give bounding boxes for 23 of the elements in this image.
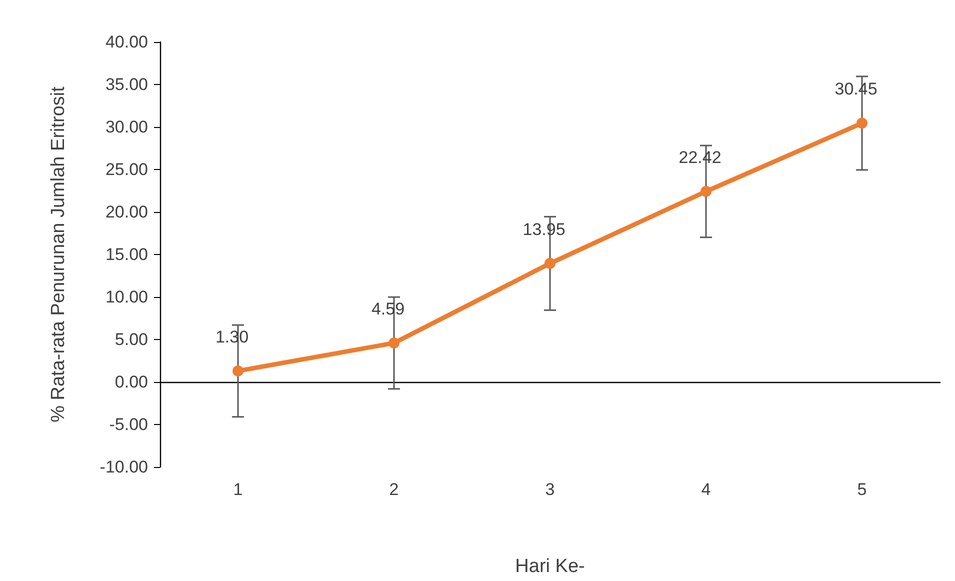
y-tick-label: -5.00: [109, 415, 148, 434]
x-axis-title: Hari Ke-: [515, 556, 585, 577]
x-tick-label: 1: [233, 480, 243, 499]
y-tick-label: 40.00: [105, 32, 148, 52]
y-tick-label: 35.00: [105, 75, 148, 94]
y-tick-label: 20.00: [105, 202, 148, 222]
x-tick-label: 3: [545, 480, 555, 499]
y-tick-label: 25.00: [105, 160, 148, 179]
y-tick-label: 5.00: [114, 330, 148, 349]
y-tick-label: 10.00: [105, 288, 148, 306]
y-tick-label: 0.00: [114, 372, 148, 392]
x-tick-label: 2: [389, 480, 399, 499]
x-tick-label: 4: [701, 480, 711, 499]
y-tick-label: 15.00: [105, 245, 148, 264]
x-tick-label: 5: [857, 480, 867, 499]
point: [700, 186, 712, 197]
point: [544, 258, 556, 269]
point: [388, 337, 400, 348]
point: [856, 118, 868, 129]
y-axis-title: % Rata-rata Penurunan Jumlah Eritrosit: [48, 86, 69, 422]
y-tick-label: 30.00: [105, 118, 148, 136]
point: [232, 365, 244, 376]
y-tick-label: -10.00: [100, 458, 148, 476]
